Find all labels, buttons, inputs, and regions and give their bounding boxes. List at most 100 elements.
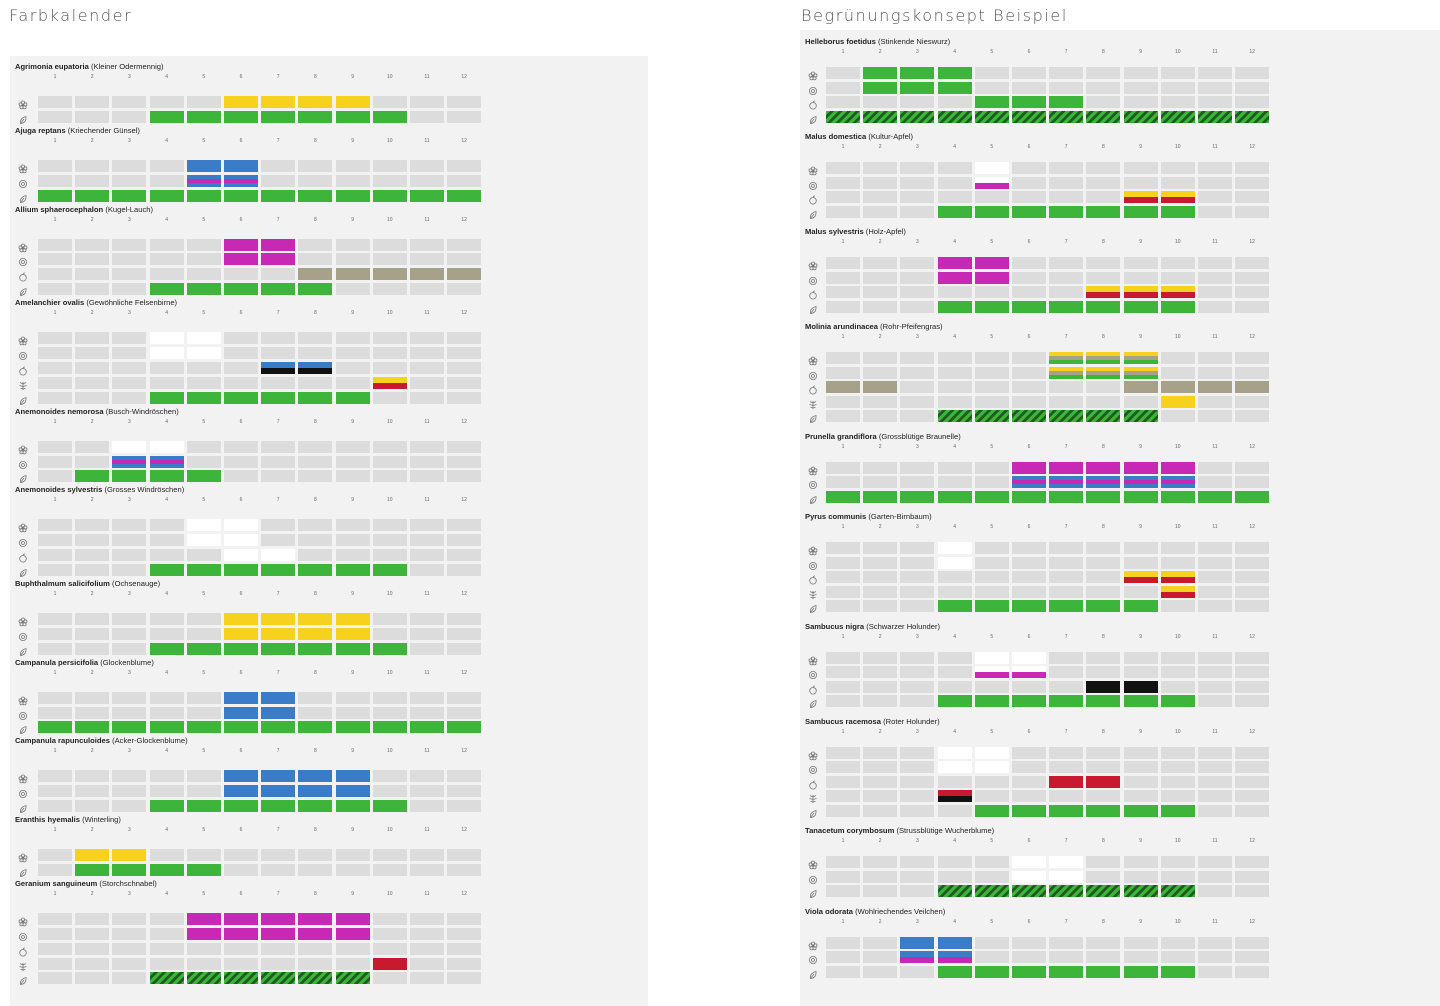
calendar-cell	[112, 470, 147, 483]
calendar-cell	[974, 271, 1009, 284]
month-label: 6	[1027, 334, 1031, 340]
calendar-cell	[372, 721, 407, 734]
calendar-cell	[826, 542, 860, 554]
leaf-icon	[18, 112, 28, 124]
calendar-cell	[38, 470, 72, 483]
plant-latin-name: Tanacetum corymbosum	[805, 826, 895, 835]
calendar-cell	[863, 804, 898, 817]
month-label: 10	[387, 310, 393, 317]
seed-icon	[808, 952, 818, 964]
month-label: 12	[461, 74, 467, 80]
calendar-cell	[335, 912, 370, 925]
calendar-cell	[863, 205, 898, 218]
month-label: 9	[351, 418, 354, 425]
calendar-cell	[447, 332, 482, 345]
autumn-leaf-icon	[808, 587, 818, 599]
month-label: 5	[202, 890, 206, 897]
flower-icon	[18, 333, 28, 346]
month-label: 6	[239, 418, 243, 425]
calendar-cell	[826, 666, 860, 678]
calendar-cell	[900, 176, 935, 189]
month-label: 9	[1139, 918, 1142, 925]
calendar-cell	[224, 440, 258, 453]
calendar-cell	[298, 534, 333, 547]
calendar-cell	[186, 912, 221, 925]
calendar-cell	[1086, 257, 1121, 269]
calendar-cell	[1086, 96, 1121, 108]
calendar-cell	[1198, 556, 1232, 569]
calendar-cell	[410, 361, 444, 374]
calendar-cell	[1235, 176, 1270, 189]
calendar-cell	[149, 519, 184, 532]
month-label: 3	[128, 310, 131, 317]
calendar-cell	[1160, 761, 1195, 773]
calendar-cell	[372, 159, 407, 172]
calendar-cell	[75, 863, 110, 876]
calendar-cell	[224, 455, 258, 468]
calendar-cell	[900, 490, 935, 503]
month-label: 3	[916, 728, 919, 735]
calendar-cell	[149, 283, 184, 296]
calendar-cell	[1160, 110, 1195, 123]
calendar-cell	[447, 800, 482, 813]
month-label: 2	[878, 728, 882, 735]
calendar-cell	[1012, 257, 1046, 269]
calendar-cell	[372, 785, 407, 798]
calendar-cell	[410, 912, 444, 925]
calendar-cell	[863, 352, 898, 364]
month-label: 6	[239, 310, 243, 317]
calendar-cell	[1235, 381, 1270, 393]
seed-icon	[808, 667, 818, 679]
month-label: 12	[1249, 633, 1255, 640]
plant-common-name: (Kultur-Apfel)	[866, 132, 914, 141]
calendar-cell	[261, 96, 296, 108]
calendar-cell	[75, 972, 110, 985]
calendar-cell	[335, 849, 370, 861]
calendar-cell	[186, 174, 221, 187]
calendar-cell	[826, 556, 860, 569]
calendar-cell	[261, 721, 296, 734]
calendar-cell	[186, 253, 221, 266]
month-label: 12	[1249, 838, 1255, 844]
leaf-icon	[808, 601, 818, 613]
calendar-cell	[863, 746, 898, 759]
calendar-cell	[75, 455, 110, 468]
month-label: 8	[1102, 49, 1105, 55]
month-label: 1	[53, 890, 57, 897]
calendar-cell	[1086, 81, 1121, 94]
calendar-cell	[186, 376, 221, 389]
calendar-cell	[1012, 651, 1046, 664]
calendar-cell	[372, 332, 407, 345]
plant-latin-name: Anemonoides nemorosa	[15, 406, 104, 416]
month-label: 2	[90, 827, 94, 833]
calendar-cell	[826, 300, 860, 313]
calendar-cell	[863, 176, 898, 189]
calendar-cell	[974, 381, 1009, 393]
calendar-cell	[937, 410, 972, 422]
begruenung-panel: Helleborus foetidus (Stinkende Nieswurz)…	[800, 30, 1440, 1006]
month-label: 9	[351, 827, 354, 833]
calendar-cell	[826, 585, 860, 598]
calendar-cell	[826, 205, 860, 218]
calendar-cell	[1160, 870, 1195, 883]
month-label: 9	[1139, 144, 1142, 150]
calendar-cell	[298, 549, 333, 562]
calendar-cell	[186, 519, 221, 532]
calendar-cell	[186, 972, 221, 985]
calendar-cell	[826, 804, 860, 817]
calendar-cell	[1235, 804, 1270, 817]
calendar-cell	[1012, 936, 1046, 949]
plant-common-name: (Rohr-Pfeifengras)	[878, 322, 943, 331]
calendar-cell	[1012, 870, 1046, 883]
calendar-cell	[937, 856, 972, 868]
calendar-cell	[149, 549, 184, 562]
calendar-cell	[75, 912, 110, 925]
calendar-cell	[447, 849, 482, 861]
calendar-cell	[1012, 81, 1046, 94]
calendar-cell	[1123, 381, 1158, 393]
calendar-cell	[149, 189, 184, 202]
calendar-cell	[410, 770, 444, 783]
calendar-cell	[112, 347, 147, 359]
month-label: 12	[1249, 49, 1255, 55]
calendar-cell	[863, 395, 898, 408]
